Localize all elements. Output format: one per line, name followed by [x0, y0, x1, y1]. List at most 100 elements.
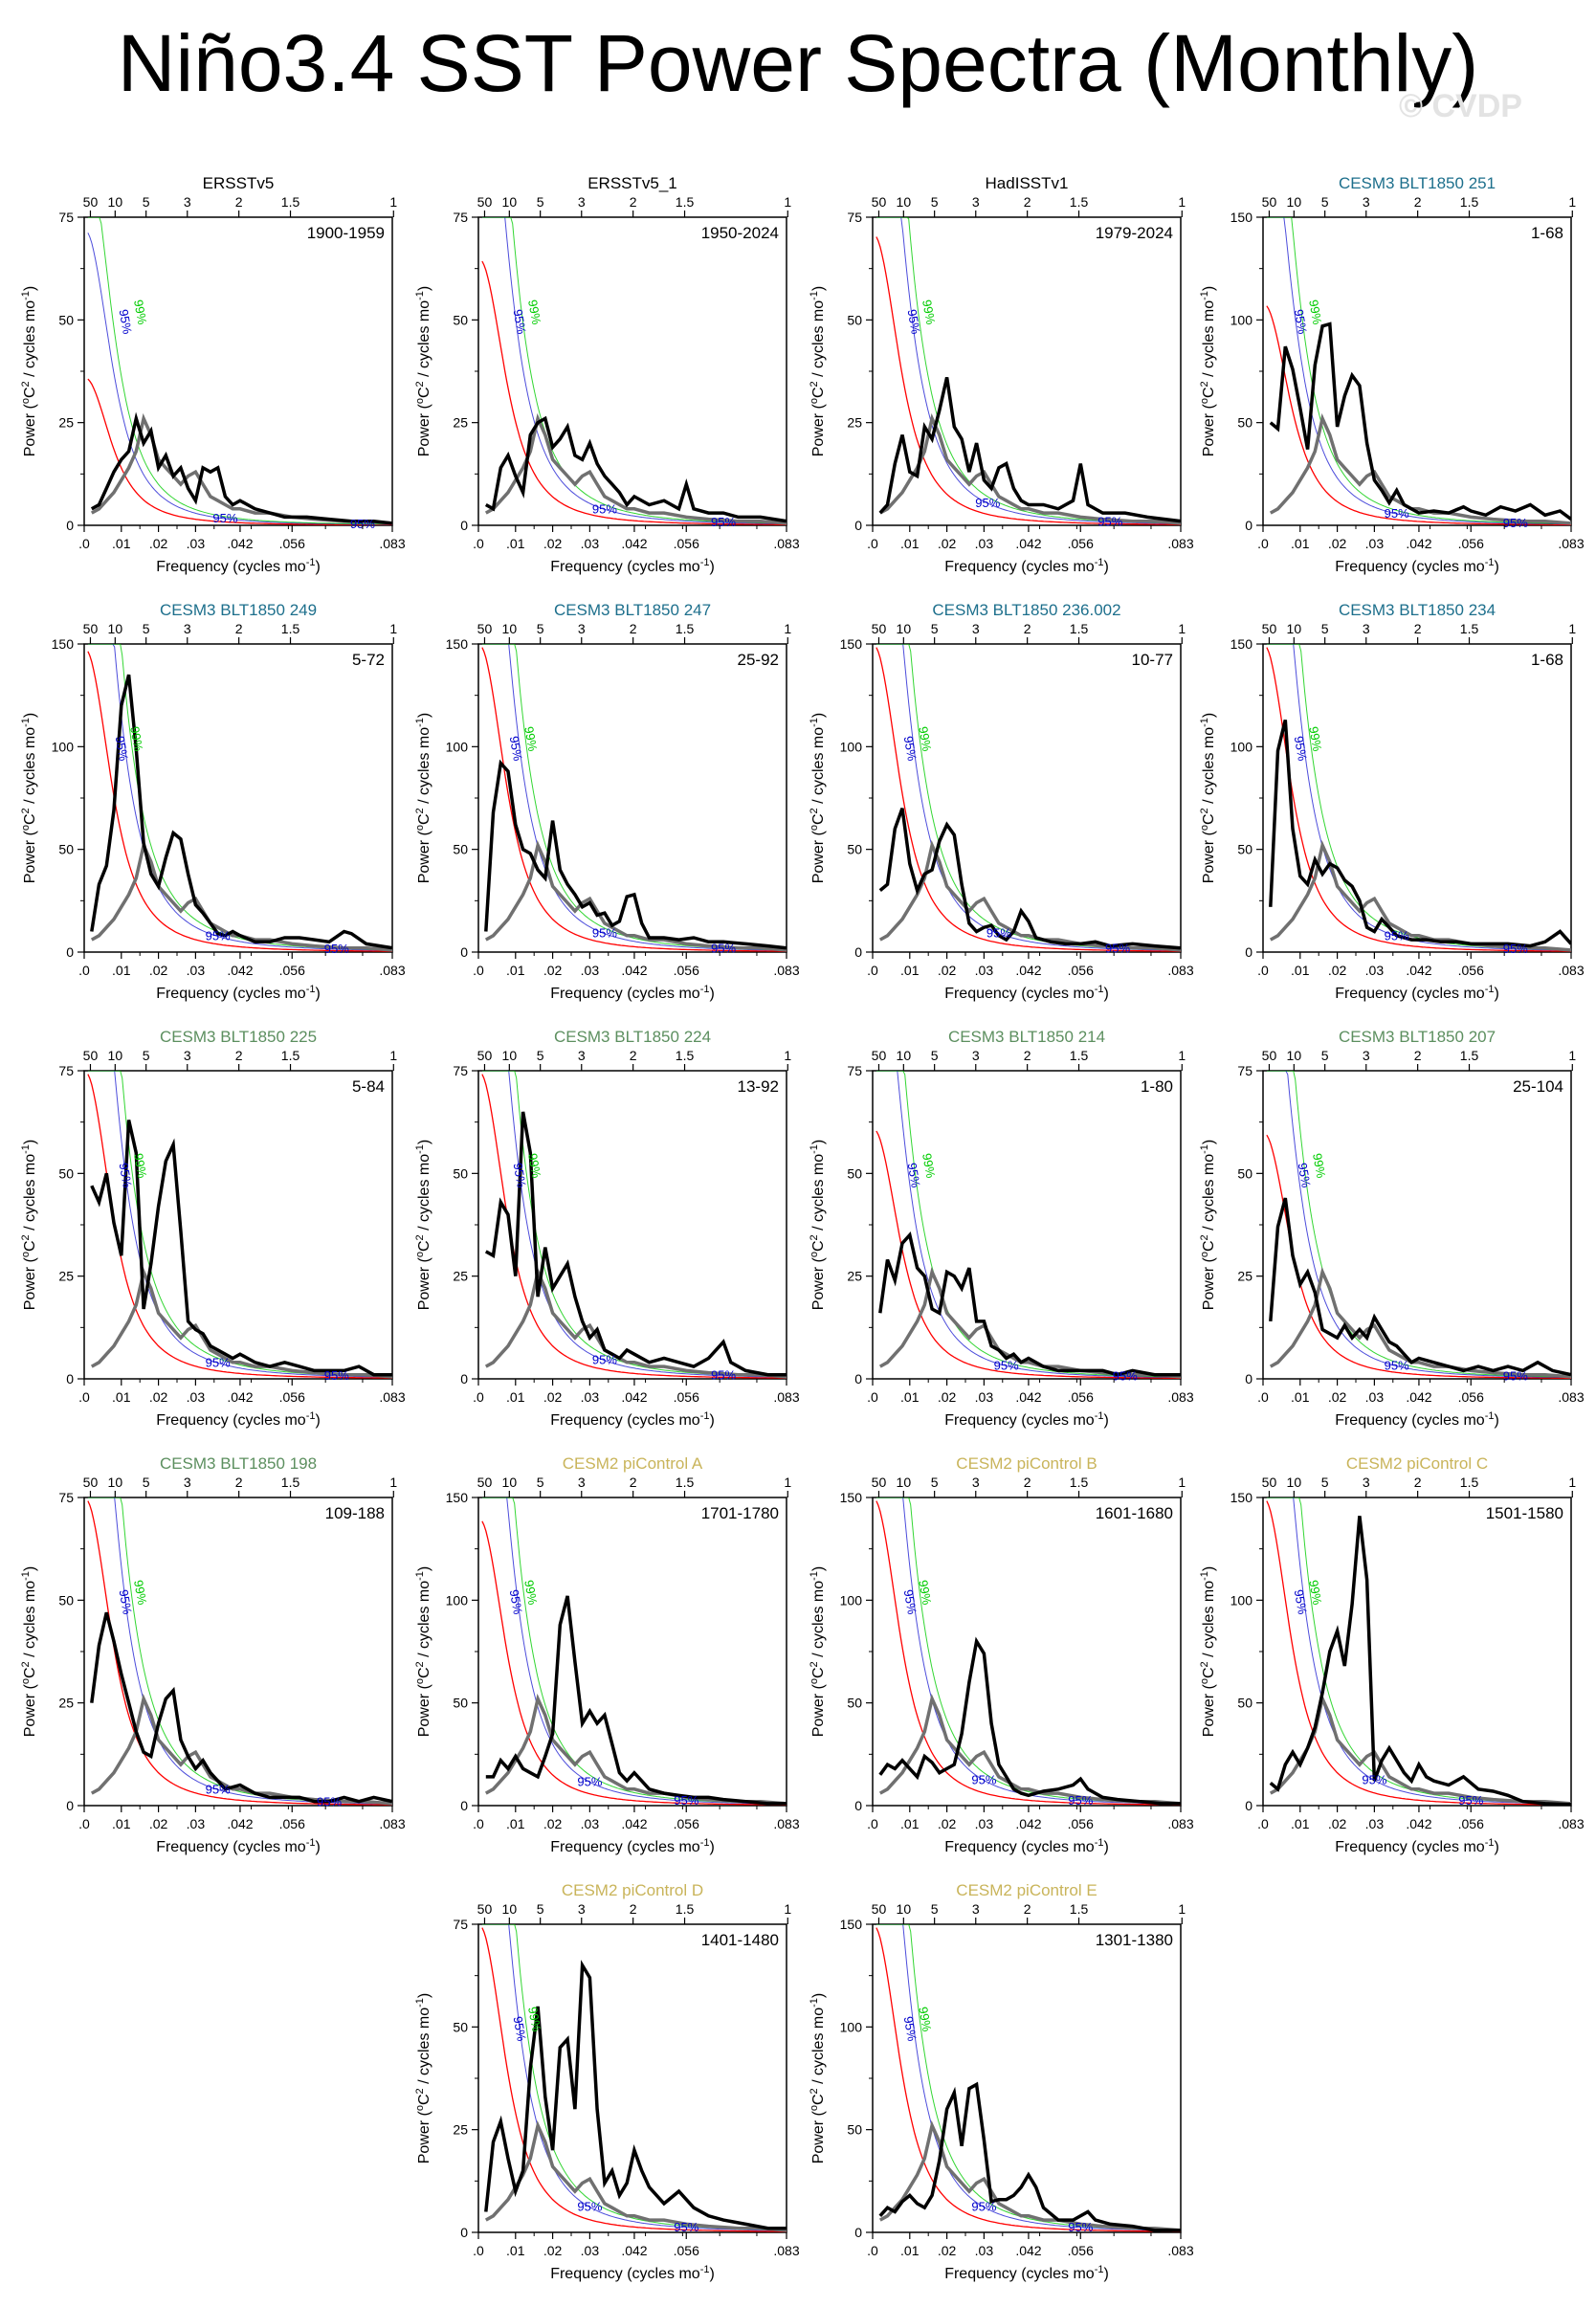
red-noise-curve: [87, 651, 392, 952]
x-tick-label: .056: [1458, 536, 1484, 551]
period-tick-label: 1.5: [1070, 621, 1089, 636]
label-95-percent: 95%: [507, 735, 525, 763]
x-tick-label: .056: [1458, 1816, 1484, 1831]
label-99-percent: 99%: [916, 2006, 934, 2033]
period-tick-label: 10: [108, 194, 123, 210]
spectrum-line: [90, 1611, 392, 1804]
x-tick-label: .01: [112, 1816, 131, 1831]
period-label: 1601-1680: [1096, 1504, 1173, 1522]
y-tick-label: 0: [1245, 518, 1252, 533]
plot-frame: [1262, 1497, 1572, 1807]
spectrum-panel: 95%99%95%95%.0.01.02.03.042.056.083Frequ…: [809, 1028, 1194, 1429]
period-tick-label: 1.5: [676, 1048, 695, 1063]
period-tick-label: 50: [872, 1048, 887, 1063]
x-tick-label: .01: [1291, 963, 1310, 978]
y-axis-label: Power (oC2 / cycles mo-1): [809, 1140, 827, 1311]
confidence-99-curve: [876, 217, 1181, 524]
period-tick-label: 10: [108, 1475, 123, 1490]
x-tick-label: .056: [279, 1389, 305, 1405]
y-axis-label: Power (oC2 / cycles mo-1): [809, 713, 827, 884]
x-tick-label: .042: [621, 1816, 647, 1831]
red-noise-curve: [1266, 305, 1571, 525]
y-tick-label: 75: [453, 210, 468, 225]
period-tick-label: 3: [578, 1475, 586, 1490]
period-tick-label: 3: [184, 1048, 191, 1063]
period-tick-label: 5: [931, 1901, 939, 1917]
period-tick-label: 10: [502, 1475, 518, 1490]
spectrum-panel: 95%99%95%95%.0.01.02.03.042.056.083Frequ…: [20, 174, 406, 575]
y-tick-label: 50: [1237, 842, 1252, 857]
y-tick-label: 25: [453, 2122, 468, 2138]
confidence-99-curve: [876, 1497, 1181, 1805]
label-95-percent: 95%: [1503, 942, 1528, 956]
period-tick-label: 1: [1178, 194, 1186, 210]
x-tick-label: .03: [975, 1816, 994, 1831]
red-noise-curve: [87, 378, 392, 525]
y-tick-label: 150: [840, 1917, 863, 1932]
x-tick-label: .056: [674, 2243, 699, 2258]
y-tick-label: 50: [847, 1165, 862, 1181]
period-tick-label: 3: [578, 621, 586, 636]
panel-title: CESM3 BLT1850 236.002: [932, 601, 1120, 619]
plot-frame: [1262, 216, 1572, 526]
curve-group: [876, 644, 1181, 952]
x-tick-label: .02: [149, 1389, 168, 1405]
x-tick-label: .02: [543, 2243, 563, 2258]
spectrum-line: [878, 2081, 1181, 2232]
y-axis-label: Power (oC2 / cycles mo-1): [20, 1140, 38, 1311]
panel-title: CESM3 BLT1850 249: [160, 601, 317, 619]
confidence-99-curve: [481, 1071, 787, 1378]
x-tick-label: .083: [1558, 963, 1584, 978]
y-tick-label: 150: [1230, 636, 1253, 652]
period-tick-label: 3: [578, 1901, 586, 1917]
x-axis-label: Frequency (cycles mo-1): [156, 557, 321, 575]
period-tick-label: 2: [235, 194, 243, 210]
label-95-percent: 95%: [901, 735, 920, 763]
x-tick-label: .01: [506, 536, 525, 551]
x-tick-label: .056: [674, 1816, 699, 1831]
confidence-95-curve: [87, 1071, 392, 1378]
x-tick-label: .01: [506, 2243, 525, 2258]
reference-spectrum-line: [878, 1693, 1181, 1806]
spectrum-panel: 95%99%95%95%.0.01.02.03.042.056.083Frequ…: [414, 1881, 800, 2282]
period-tick-label: 10: [1287, 1475, 1302, 1490]
spectrum-panel: 95%99%95%95%.0.01.02.03.042.056.083Frequ…: [1199, 1028, 1585, 1429]
label-95-percent: 95%: [986, 926, 1011, 941]
x-tick-label: .01: [1291, 1389, 1310, 1405]
x-axis-label: Frequency (cycles mo-1): [944, 2264, 1109, 2282]
period-label: 1701-1780: [701, 1504, 779, 1522]
period-tick-label: 2: [630, 1475, 637, 1490]
period-tick-label: 2: [630, 194, 637, 210]
period-tick-label: 5: [537, 194, 544, 210]
curve-group: [1266, 1497, 1571, 1806]
x-tick-label: .083: [379, 1389, 405, 1405]
y-tick-label: 25: [1237, 1269, 1252, 1284]
period-tick-label: 5: [1321, 1048, 1329, 1063]
panel-title: CESM3 BLT1850 247: [554, 601, 711, 619]
spectrum-line: [1269, 1516, 1571, 1806]
y-tick-label: 75: [1237, 1063, 1252, 1078]
label-95-percent: 95%: [577, 1774, 602, 1788]
x-tick-label: .0: [78, 1389, 90, 1405]
spectrum-line: [485, 1595, 787, 1806]
period-tick-label: 2: [235, 1475, 243, 1490]
x-tick-label: .083: [1558, 1816, 1584, 1831]
panel-title: CESM3 BLT1850 234: [1339, 601, 1496, 619]
spectrum-line: [878, 1636, 1181, 1806]
period-tick-label: 50: [477, 621, 493, 636]
x-axis-label: Frequency (cycles mo-1): [156, 1410, 321, 1429]
label-95-percent: 95%: [206, 1782, 231, 1796]
red-noise-curve: [87, 1074, 392, 1379]
y-axis-label: Power (oC2 / cycles mo-1): [414, 1566, 432, 1738]
y-tick-label: 0: [66, 518, 74, 533]
x-tick-label: .03: [187, 963, 206, 978]
x-tick-label: .0: [473, 2243, 484, 2258]
label-99-percent: 99%: [525, 299, 543, 326]
y-tick-label: 25: [58, 1696, 74, 1711]
label-95-percent: 95%: [1385, 506, 1409, 521]
y-tick-label: 0: [854, 1798, 862, 1813]
red-noise-curve: [481, 1520, 787, 1806]
confidence-99-curve: [876, 1071, 1181, 1378]
label-95-percent: 95%: [324, 1368, 349, 1383]
curve-group: [87, 644, 392, 952]
